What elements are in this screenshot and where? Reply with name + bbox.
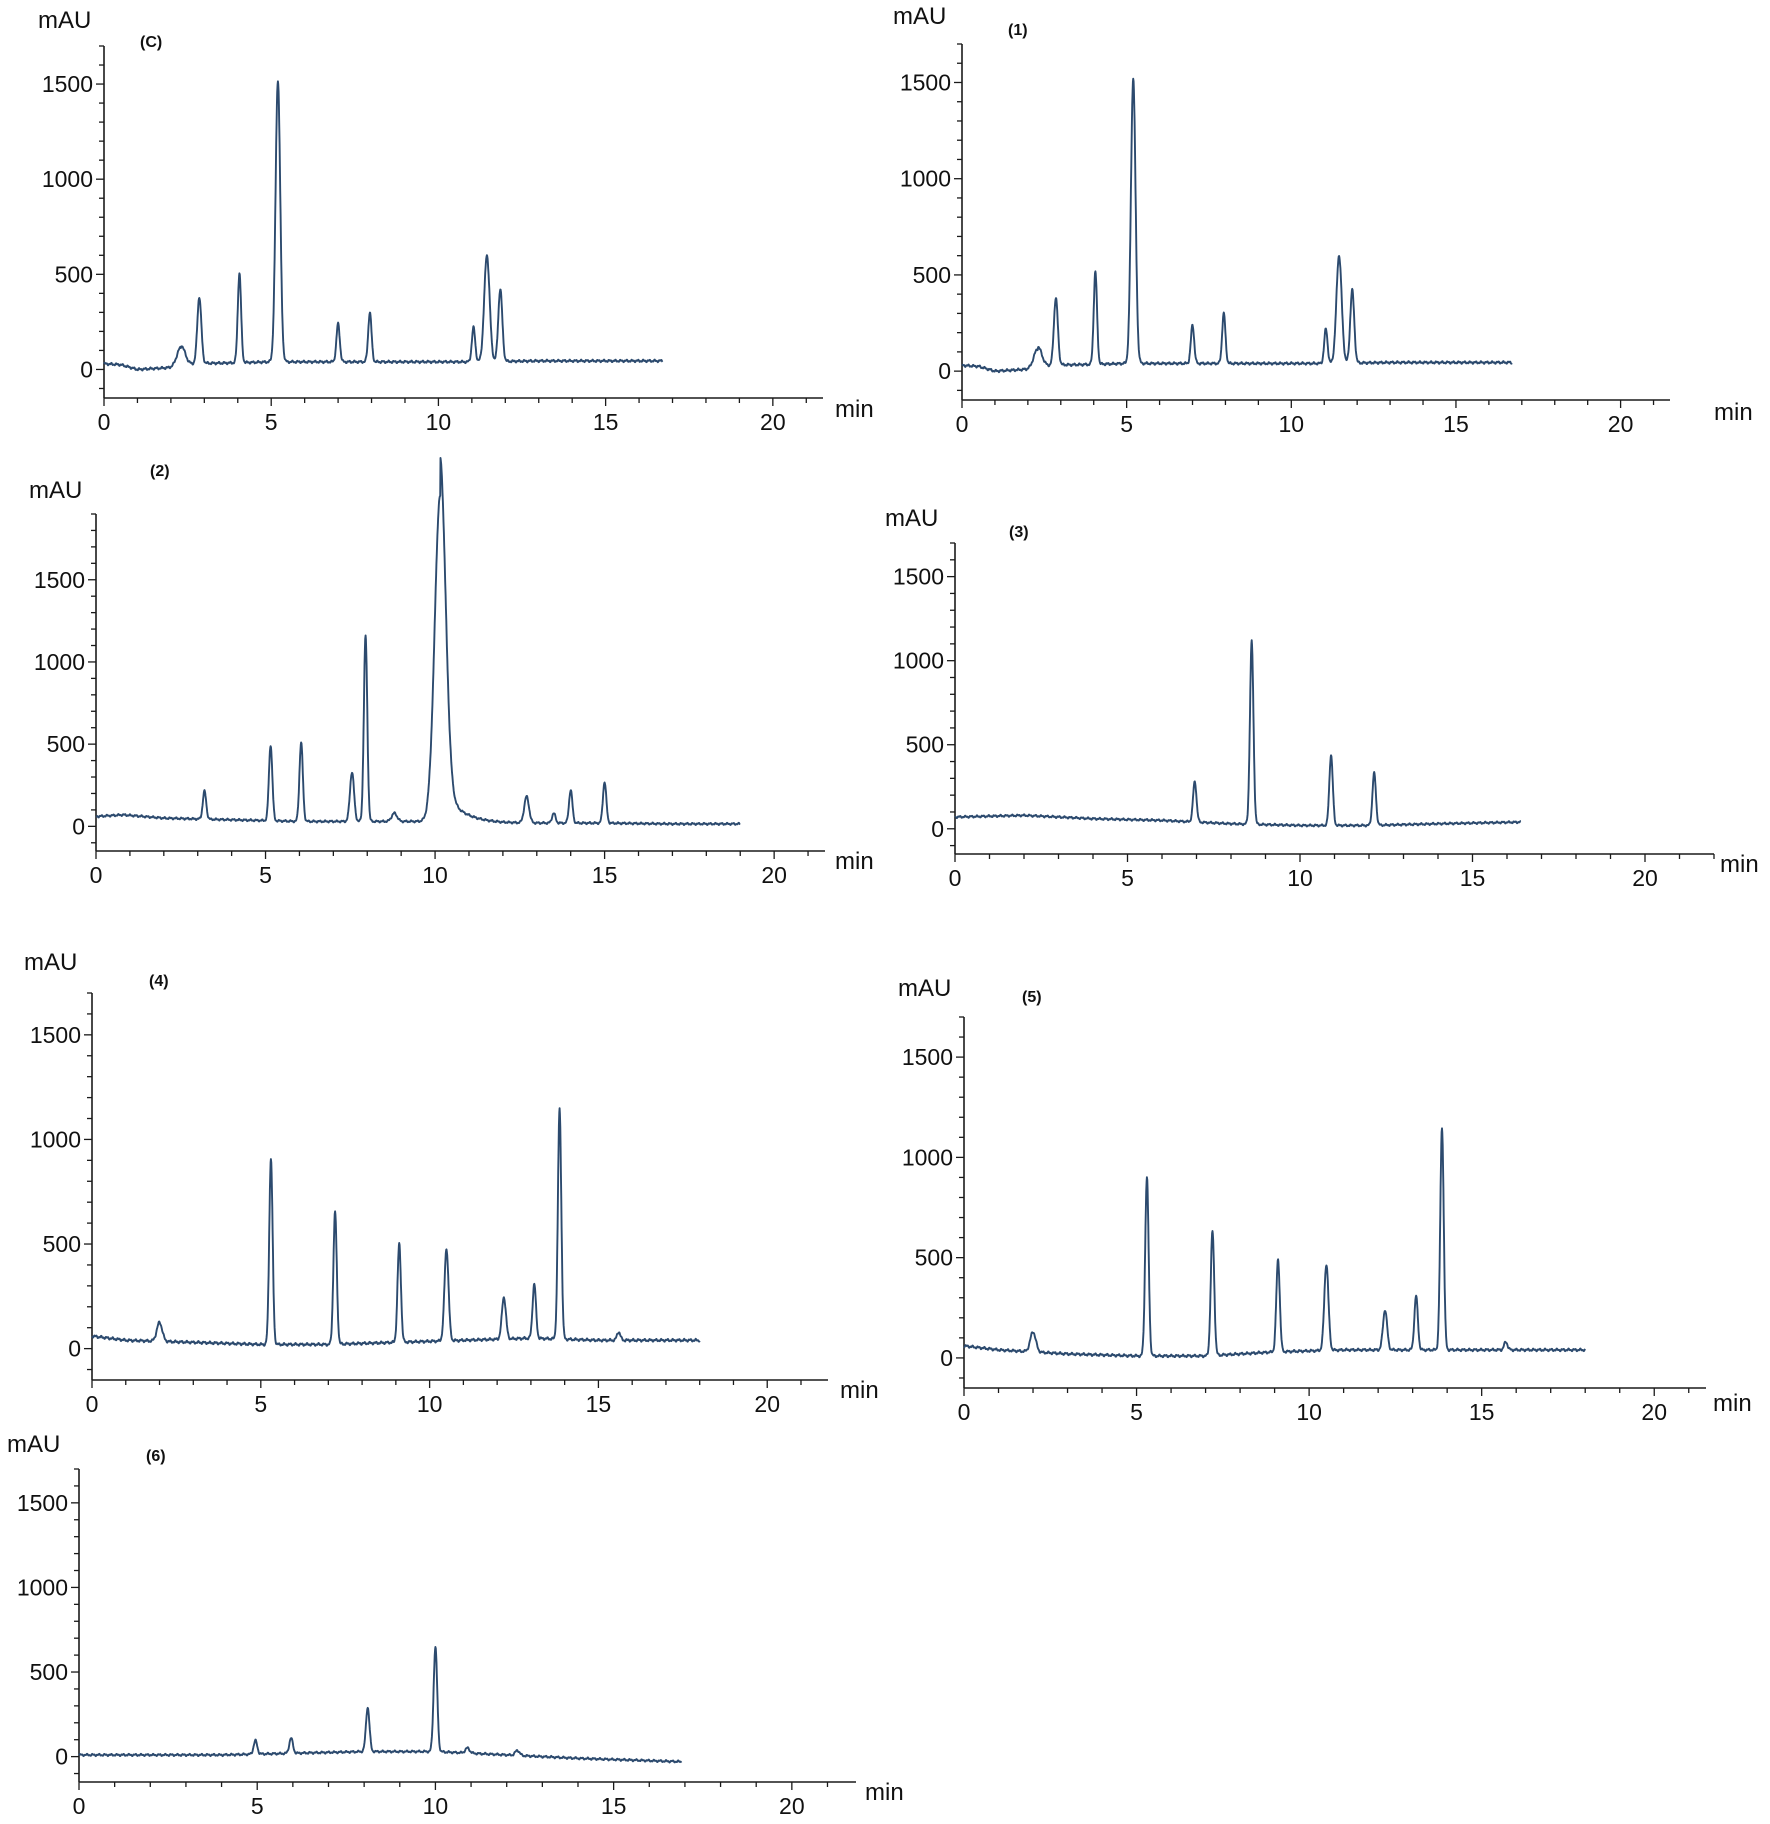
chromatogram-trace [103, 80, 664, 372]
y-axis-unit-label: mAU [885, 505, 938, 532]
y-axis-unit-label: mAU [898, 975, 951, 1002]
panel-label: (5) [1022, 989, 1042, 1006]
x-tick-label: 0 [956, 411, 969, 437]
y-tick-label: 1000 [42, 166, 93, 192]
x-tick-label: 10 [423, 1793, 449, 1819]
x-axis-unit-label: min [835, 396, 874, 423]
y-tick-label: 1000 [17, 1574, 68, 1600]
panel-label: (1) [1008, 22, 1028, 39]
x-tick-label: 20 [1641, 1399, 1667, 1425]
y-tick-label: 1500 [34, 567, 85, 593]
y-tick-label: 1500 [893, 564, 944, 590]
y-tick-label: 1000 [34, 649, 85, 675]
x-tick-label: 5 [265, 409, 278, 435]
y-tick-label: 1500 [17, 1490, 68, 1516]
y-axis-unit-label: mAU [24, 949, 77, 976]
x-tick-label: 10 [1279, 411, 1305, 437]
y-tick-label: 500 [915, 1245, 953, 1271]
chromatogram-trace [95, 457, 741, 826]
y-tick-label: 0 [931, 816, 944, 842]
chromatogram-panel: 0 5 10 15 20 0 500 1000 1500 mAU min (6) [7, 1431, 904, 1819]
x-tick-label: 10 [1296, 1399, 1322, 1425]
chromatogram-trace [961, 77, 1513, 374]
y-axis-unit-label: mAU [29, 477, 82, 504]
y-tick-label: 1000 [900, 166, 951, 192]
x-tick-label: 20 [761, 862, 787, 888]
x-axis-unit-label: min [1720, 851, 1759, 878]
x-axis-unit-label: min [835, 848, 874, 875]
x-tick-label: 5 [251, 1793, 264, 1819]
panel-label: (6) [146, 1448, 166, 1465]
chromatogram-panel: 0 5 10 15 20 0 500 1000 1500 mAU min (5) [898, 975, 1752, 1425]
chromatogram-panel: 0 5 10 15 20 0 500 1000 1500 mAU min (4) [24, 949, 879, 1417]
panel-label: (3) [1009, 524, 1029, 541]
x-tick-label: 15 [593, 409, 619, 435]
y-tick-label: 0 [80, 356, 93, 382]
x-tick-label: 20 [1632, 865, 1658, 891]
y-tick-label: 500 [47, 731, 85, 757]
x-tick-label: 5 [1120, 411, 1133, 437]
y-tick-label: 1000 [902, 1144, 953, 1170]
x-axis-unit-label: min [1713, 1390, 1752, 1417]
chromatogram-trace [954, 639, 1522, 828]
y-tick-label: 500 [55, 261, 93, 287]
y-axis-unit-label: mAU [893, 3, 946, 30]
x-tick-label: 15 [592, 862, 618, 888]
x-tick-label: 15 [586, 1391, 612, 1417]
x-tick-label: 15 [1443, 411, 1469, 437]
chromatogram-panel: 0 5 10 15 20 0 500 1000 1500 mAU min (C) [38, 7, 874, 435]
y-axis-unit-label: mAU [7, 1431, 60, 1458]
y-tick-label: 0 [72, 813, 85, 839]
y-tick-label: 1500 [902, 1044, 953, 1070]
x-tick-label: 5 [1130, 1399, 1143, 1425]
panel-label: (C) [140, 34, 162, 51]
y-tick-label: 1000 [893, 648, 944, 674]
x-tick-label: 0 [73, 1793, 86, 1819]
y-tick-label: 1500 [900, 69, 951, 95]
x-tick-label: 0 [86, 1391, 99, 1417]
y-tick-label: 500 [913, 262, 951, 288]
y-tick-label: 500 [30, 1659, 68, 1685]
x-axis-unit-label: min [1714, 399, 1753, 426]
y-tick-label: 0 [68, 1336, 81, 1362]
y-tick-label: 1000 [30, 1126, 81, 1152]
x-tick-label: 20 [779, 1793, 805, 1819]
x-tick-label: 15 [601, 1793, 627, 1819]
x-tick-label: 10 [422, 862, 448, 888]
chromatogram-trace [963, 1127, 1586, 1359]
x-tick-label: 10 [1287, 865, 1313, 891]
x-tick-label: 20 [754, 1391, 780, 1417]
y-tick-label: 500 [906, 732, 944, 758]
x-axis-unit-label: min [840, 1377, 879, 1404]
x-tick-label: 0 [949, 865, 962, 891]
y-tick-label: 1500 [42, 71, 93, 97]
x-tick-label: 20 [1608, 411, 1634, 437]
y-tick-label: 0 [938, 358, 951, 384]
chromatogram-panel: 0 5 10 15 20 0 500 1000 1500 mAU min (3) [885, 505, 1759, 891]
y-tick-label: 1500 [30, 1022, 81, 1048]
y-axis-unit-label: mAU [38, 7, 91, 34]
x-tick-label: 10 [426, 409, 452, 435]
x-tick-label: 5 [1121, 865, 1134, 891]
x-tick-label: 10 [417, 1391, 443, 1417]
x-axis-unit-label: min [865, 1779, 904, 1806]
chromatogram-trace [91, 1107, 701, 1347]
x-tick-label: 5 [254, 1391, 267, 1417]
y-tick-label: 0 [940, 1345, 953, 1371]
y-tick-label: 0 [55, 1744, 68, 1770]
x-tick-label: 15 [1460, 865, 1486, 891]
x-tick-label: 20 [760, 409, 786, 435]
x-tick-label: 0 [98, 409, 111, 435]
chromatogram-panel: 0 5 10 15 20 0 500 1000 1500 mAU min (2) [29, 457, 874, 888]
panel-label: (4) [149, 973, 169, 990]
y-tick-label: 500 [43, 1231, 81, 1257]
x-tick-label: 15 [1469, 1399, 1495, 1425]
chromatogram-panel: 0 5 10 15 20 0 500 1000 1500 mAU min (1) [893, 3, 1753, 437]
x-tick-label: 5 [259, 862, 272, 888]
chromatogram-trace [78, 1646, 683, 1764]
x-tick-label: 0 [90, 862, 103, 888]
x-tick-label: 0 [958, 1399, 971, 1425]
panel-label: (2) [150, 463, 170, 480]
